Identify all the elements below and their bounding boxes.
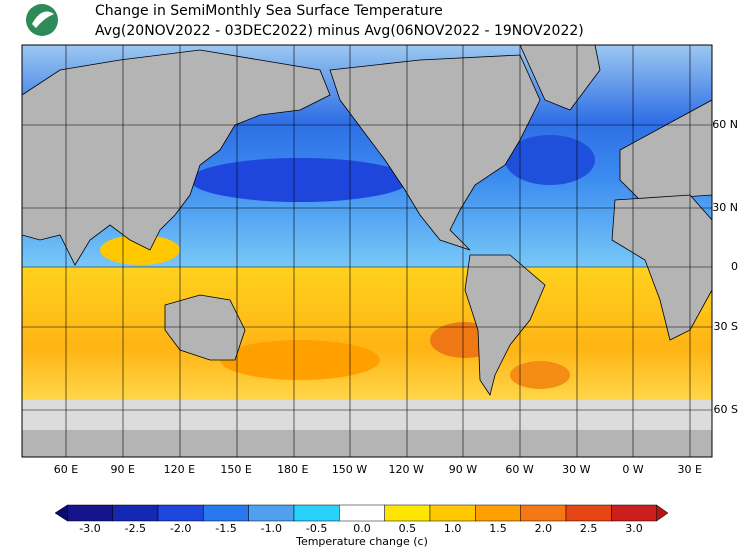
lon-label: 0 W (622, 463, 643, 476)
colorbar-swatch (339, 504, 385, 522)
lon-label: 120 W (389, 463, 424, 476)
ocean-south (22, 267, 712, 402)
warm-anomaly (510, 361, 570, 389)
colorbar-tick-label: -3.0 (79, 522, 100, 535)
colorbar-swatch (565, 504, 612, 522)
warm-anomaly (100, 235, 180, 265)
lat-label: 30 S (714, 320, 738, 333)
colorbar-swatch (67, 504, 113, 522)
colorbar-tick-label: -2.5 (125, 522, 146, 535)
colorbar-tick-label: 0.0 (353, 522, 371, 535)
lon-label: 30 E (677, 463, 701, 476)
colorbar-tick-label: -0.5 (306, 522, 327, 535)
greenland (519, 45, 601, 111)
antarctica (22, 430, 712, 457)
lat-label: 0 (731, 260, 738, 273)
lat-label: 60 N (712, 118, 738, 131)
cold-anomaly (505, 135, 595, 185)
colorbar-swatch (157, 504, 204, 522)
south-america (464, 254, 546, 396)
map (22, 45, 712, 457)
colorbar-swatch (611, 504, 657, 522)
colorbar-arrow (54, 504, 68, 522)
colorbar-tick-label: 2.0 (535, 522, 553, 535)
asia (22, 49, 331, 266)
colorbar-swatch (429, 504, 476, 522)
lon-label: 60 E (54, 463, 78, 476)
lat-label: 60 S (714, 403, 738, 416)
colorbar-tick-label: 1.0 (444, 522, 462, 535)
australia (164, 294, 246, 361)
logo (26, 4, 58, 36)
colorbar-swatch (203, 504, 249, 522)
map-frame (21, 44, 713, 458)
colorbar-swatch (248, 504, 295, 522)
graticule (22, 45, 712, 457)
colorbar-swatch (520, 504, 567, 522)
colorbar-tick-label: -1.0 (261, 522, 282, 535)
lon-label: 120 E (164, 463, 195, 476)
logo-leaf (32, 11, 54, 28)
africa (611, 194, 712, 341)
colorbar-swatch (475, 504, 521, 522)
colorbar-swatch (112, 504, 159, 522)
north-america (329, 54, 541, 251)
lon-label: 60 W (505, 463, 533, 476)
title: Change in SemiMonthly Sea Surface Temper… (95, 3, 443, 19)
colorbar-tick-label: -1.5 (215, 522, 236, 535)
lon-label: 90 E (110, 463, 134, 476)
lon-label: 30 W (562, 463, 590, 476)
colorbar: -3.0 -2.5 -2.0 -1.5 -1.0 -0.5 0.0 0.5 1.0 1.5 2.0 2… (54, 504, 669, 535)
colorbar-tick-label: 3.0 (625, 522, 643, 535)
colorbar-swatch (293, 504, 340, 522)
subtitle: Avg(20NOV2022 - 03DEC2022) minus Avg(06N… (95, 23, 584, 39)
colorbar-tick-label: 1.5 (489, 522, 507, 535)
lon-label: 150 E (220, 463, 251, 476)
colorbar-label: Temperature change (c) (295, 535, 428, 548)
lon-label: 150 W (332, 463, 367, 476)
colorbar-tick-label: -2.0 (170, 522, 191, 535)
cold-anomaly (190, 158, 410, 202)
colorbar-tick-label: 2.5 (580, 522, 598, 535)
colorbar-swatch (384, 504, 431, 522)
lon-label: 90 W (449, 463, 477, 476)
lon-labels: 60 E 90 E 120 E 150 E 180 E 150 W 120 W 90 W 60 … (54, 463, 702, 476)
lat-labels: 60 N 30 N 0 30 S 60 S (712, 118, 738, 416)
colorbar-arrow (656, 504, 669, 522)
lat-label: 30 N (712, 201, 738, 214)
warm-anomaly (220, 340, 380, 380)
lon-label: 180 E (277, 463, 308, 476)
colorbar-tick-label: 0.5 (399, 522, 417, 535)
